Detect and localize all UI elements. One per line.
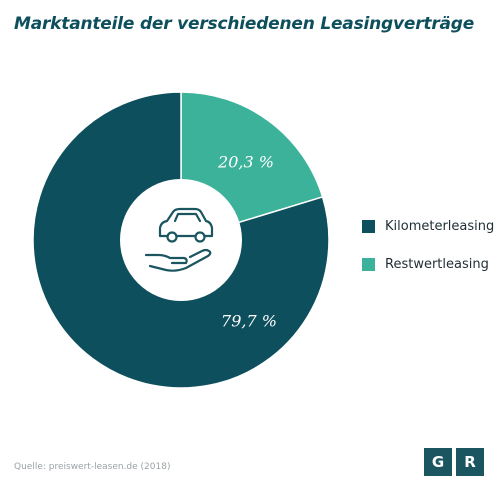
legend-swatch-restwertleasing bbox=[362, 257, 375, 271]
legend-label-kilometerleasing: Kilometerleasing bbox=[385, 218, 495, 234]
logo-letter-g: G bbox=[424, 448, 452, 476]
logo-letter-r: R bbox=[456, 448, 484, 476]
chart-title: Marktanteile der verschiedenen Leasingve… bbox=[14, 14, 475, 34]
legend: Kilometerleasing Restwertleasing bbox=[362, 216, 494, 292]
legend-item-restwertleasing: Restwertleasing bbox=[362, 254, 494, 274]
car-in-hand-icon bbox=[144, 207, 214, 272]
source-note: Quelle: preiswert-leasen.de (2018) bbox=[14, 462, 171, 472]
slice-label-kilometerleasing: 79,7 % bbox=[221, 312, 277, 331]
legend-label-restwertleasing: Restwertleasing bbox=[385, 256, 489, 272]
gr-logo: G R bbox=[424, 448, 484, 476]
slice-label-restwertleasing: 20,3 % bbox=[217, 153, 274, 172]
donut-hole bbox=[120, 179, 242, 301]
legend-swatch-kilometerleasing bbox=[362, 219, 375, 233]
legend-item-kilometerleasing: Kilometerleasing bbox=[362, 216, 494, 236]
